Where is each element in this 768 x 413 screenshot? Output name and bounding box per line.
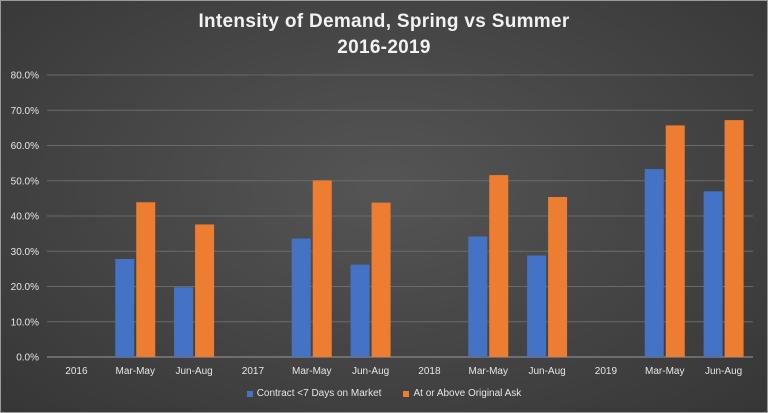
x-tick-label: Jun-Aug (528, 366, 565, 377)
x-tick-label: 2017 (242, 366, 265, 377)
legend-label-ask: At or Above Original Ask (413, 388, 522, 399)
x-tick-label: 2016 (65, 366, 88, 377)
bar-ask (489, 175, 509, 357)
y-tick-label: 30.0% (11, 247, 39, 258)
legend-item-contract: Contract <7 Days on Market (246, 388, 382, 399)
x-tick-label: Mar-May (645, 366, 684, 377)
bar-ask (312, 180, 332, 357)
bar-ask (724, 120, 744, 358)
x-tick-label: Jun-Aug (352, 366, 389, 377)
bar-contract (703, 191, 723, 357)
chart-title: Intensity of Demand, Spring vs Summer 20… (1, 9, 767, 61)
bar-contract (468, 236, 488, 357)
bar-contract (644, 169, 664, 357)
x-tick-label: Jun-Aug (175, 366, 212, 377)
legend-swatch-ask (403, 390, 410, 397)
bar-contract (174, 287, 194, 357)
x-tick-label: Mar-May (116, 366, 155, 377)
x-tick-label: Mar-May (469, 366, 508, 377)
y-tick-label: 50.0% (11, 176, 39, 187)
x-tick-label: Jun-Aug (705, 366, 742, 377)
y-tick-label: 20.0% (11, 282, 39, 293)
x-tick-label: 2018 (418, 366, 441, 377)
bar-ask (136, 202, 156, 357)
bar-ask (548, 196, 568, 357)
y-tick-label: 0.0% (16, 353, 39, 364)
bar-ask (665, 125, 685, 357)
y-tick-label: 80.0% (11, 71, 39, 82)
legend: Contract <7 Days on Market At or Above O… (1, 388, 767, 399)
y-tick-label: 40.0% (11, 212, 39, 223)
x-tick-label: Mar-May (292, 366, 331, 377)
chart-title-line2: 2016-2019 (337, 37, 431, 58)
legend-label-contract: Contract <7 Days on Market (256, 388, 382, 399)
legend-swatch-contract (246, 390, 253, 397)
bar-contract (527, 255, 547, 357)
legend-item-ask: At or Above Original Ask (403, 388, 521, 399)
y-tick-label: 60.0% (11, 141, 39, 152)
y-tick-label: 10.0% (11, 317, 39, 328)
bar-contract (115, 259, 135, 357)
y-tick-label: 70.0% (11, 106, 39, 117)
x-tick-label: 2019 (595, 366, 618, 377)
bar-contract (350, 264, 370, 357)
bar-ask (371, 202, 391, 357)
bar-ask (195, 224, 215, 357)
bar-contract (291, 238, 311, 357)
chart-title-line1: Intensity of Demand, Spring vs Summer (198, 11, 570, 32)
